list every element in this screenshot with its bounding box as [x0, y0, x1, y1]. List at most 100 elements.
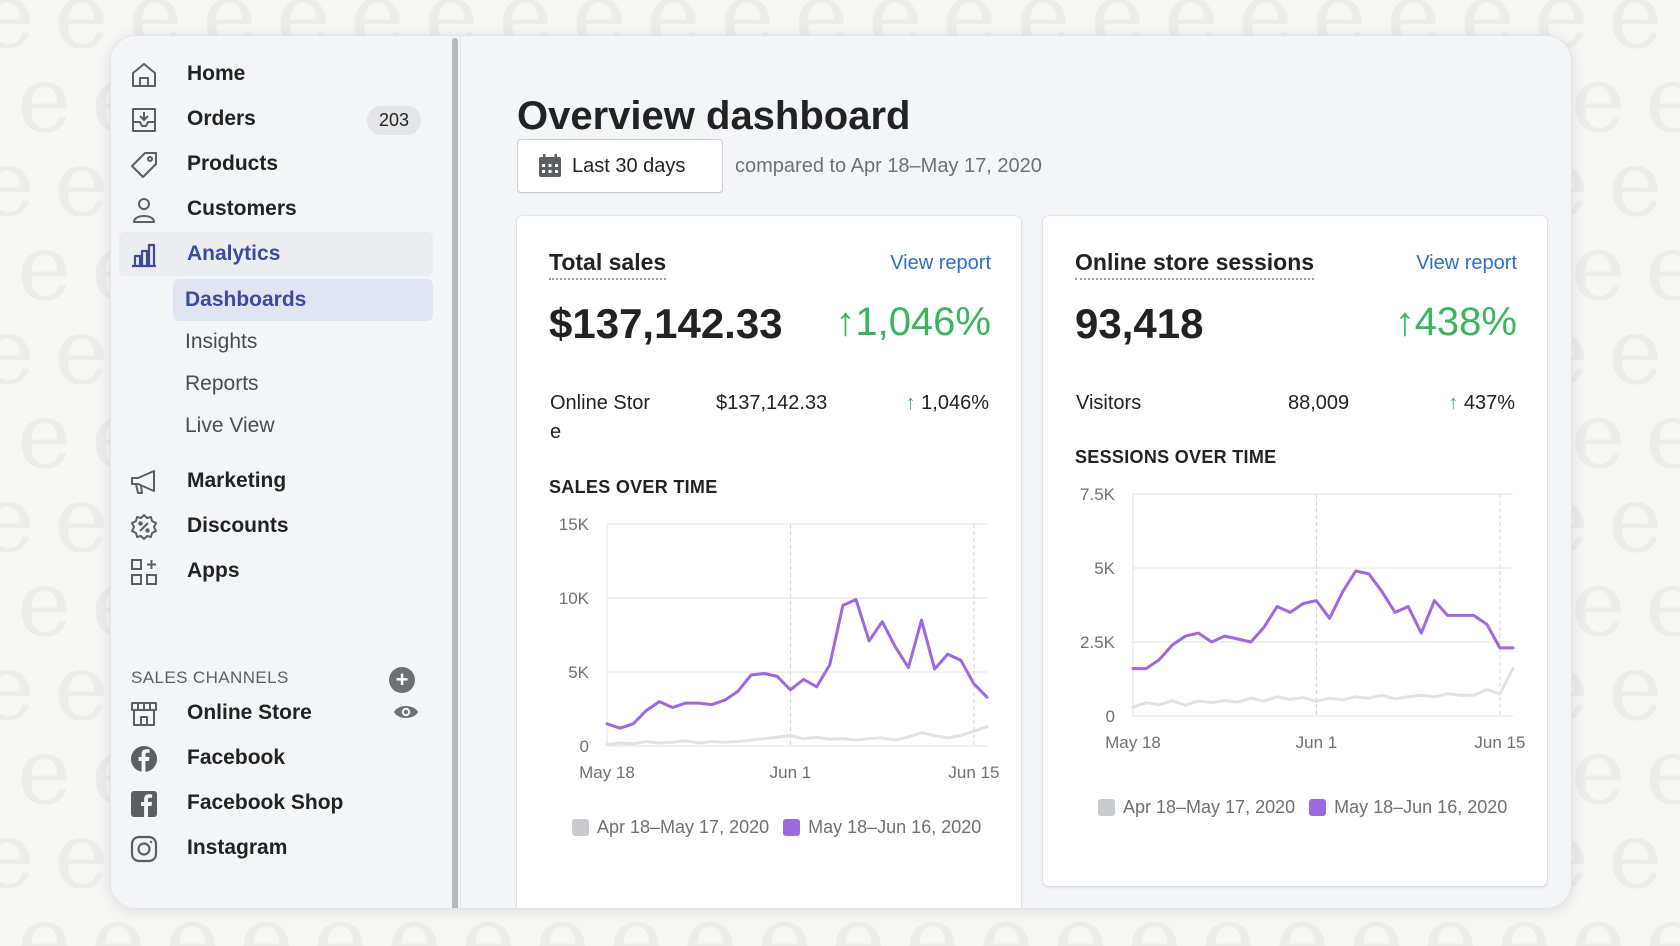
y-tick-label: 15K: [559, 515, 590, 534]
series-line-current: [605, 598, 989, 730]
total-sales-value: $137,142.33: [549, 300, 783, 347]
sidebar-item-analytics[interactable]: Analytics: [119, 232, 433, 276]
legend-label-previous: Apr 18–May 17, 2020: [597, 817, 770, 837]
up-arrow-icon: ↑: [905, 392, 916, 414]
legend-swatch-current: [1309, 799, 1327, 816]
sidebar-subitem-reports[interactable]: Reports: [185, 372, 259, 395]
series-line-previous: [605, 725, 989, 746]
instagram-icon: [129, 834, 159, 864]
sidebar-subitem-dashboards[interactable]: Dashboards: [173, 279, 433, 321]
sidebar-scrollbar[interactable]: [449, 36, 461, 908]
breakdown-change: ↑ 1,046%: [906, 392, 989, 415]
eye-icon[interactable]: [393, 701, 419, 728]
sidebar-item-home[interactable]: Home: [119, 52, 433, 96]
sessions-value: 93,418: [1075, 300, 1204, 347]
facebook-icon: [129, 744, 159, 774]
sidebar-item-label: Discounts: [187, 514, 289, 537]
app-window: Home Orders 203 Products Customers Ana: [110, 35, 1572, 909]
legend-label-previous: Apr 18–May 17, 2020: [1123, 797, 1296, 817]
series-line-previous: [1131, 667, 1515, 709]
chart-title: SALES OVER TIME: [549, 477, 718, 497]
facebook-shop-icon: [129, 789, 159, 819]
sidebar-item-orders[interactable]: Orders 203: [119, 97, 433, 141]
x-tick-label: Jun 1: [770, 763, 812, 782]
breakdown-label: e: [550, 421, 562, 443]
sidebar-item-label: Marketing: [187, 469, 287, 492]
sidebar-item-marketing[interactable]: Marketing: [119, 459, 433, 503]
x-tick-label: May 18: [579, 763, 635, 782]
breakdown-label: Visitors: [1076, 392, 1142, 414]
chart-legend: Apr 18–May 17, 2020 May 18–Jun 16, 2020: [1098, 797, 1507, 818]
x-tick-label: May 18: [1105, 733, 1161, 752]
sidebar-item-label: Analytics: [187, 242, 281, 265]
y-tick-label: 10K: [559, 589, 590, 608]
breakdown-change-value: 1,046%: [921, 392, 989, 414]
legend-swatch-current: [783, 819, 801, 836]
sidebar-subitem-live-view[interactable]: Live View: [185, 414, 275, 437]
breakdown-change-value: 437%: [1463, 392, 1515, 414]
sidebar-item-facebook-shop[interactable]: Facebook Shop: [119, 781, 433, 825]
sidebar-subitem-insights[interactable]: Insights: [185, 330, 258, 353]
y-tick-label: 0: [580, 737, 589, 756]
sidebar-item-facebook[interactable]: Facebook: [119, 736, 433, 780]
legend-swatch-previous: [572, 819, 589, 836]
up-arrow-icon: ↑: [835, 300, 856, 344]
sidebar-item-instagram[interactable]: Instagram: [119, 826, 433, 870]
add-sales-channel-button[interactable]: +: [389, 667, 415, 693]
y-tick-label: 5K: [1094, 559, 1115, 578]
card-title[interactable]: Online store sessions: [1075, 249, 1315, 280]
sidebar-item-label: Apps: [187, 559, 240, 582]
store-icon: [129, 699, 159, 729]
sessions-over-time-chart: 0 2.5K 5K 7.5K May 18 Jun 1 Jun 15: [1080, 485, 1525, 752]
sidebar-item-label: Orders: [187, 107, 256, 130]
sidebar-item-label: Instagram: [187, 836, 288, 859]
bar-chart-icon: [129, 240, 159, 270]
chart-title: SESSIONS OVER TIME: [1075, 447, 1277, 467]
orders-count-badge: 203: [366, 106, 421, 135]
chart-legend: Apr 18–May 17, 2020 May 18–Jun 16, 2020: [572, 817, 981, 838]
breakdown-label: Online Stor: [550, 392, 651, 414]
sidebar-item-label: Online Store: [187, 701, 312, 724]
megaphone-icon: [129, 467, 159, 497]
sales-over-time-chart: 0 5K 10K 15K May 18 Jun 1 Jun 15: [559, 515, 1000, 782]
date-range-button[interactable]: Last 30 days: [517, 139, 723, 193]
y-tick-label: 7.5K: [1080, 485, 1116, 504]
x-tick-label: Jun 15: [948, 763, 999, 782]
calendar-icon: [538, 154, 562, 183]
person-icon: [129, 195, 159, 225]
y-tick-label: 0: [1106, 707, 1115, 726]
view-report-link[interactable]: View report: [1416, 252, 1517, 274]
legend-label-current: May 18–Jun 16, 2020: [1334, 797, 1508, 817]
sidebar-item-discounts[interactable]: Discounts: [119, 504, 433, 548]
tag-icon: [129, 150, 159, 180]
comparison-period-text: compared to Apr 18–May 17, 2020: [735, 155, 1042, 177]
y-tick-label: 5K: [568, 663, 589, 682]
x-tick-label: Jun 1: [1296, 733, 1338, 752]
sidebar-item-apps[interactable]: Apps: [119, 549, 433, 593]
y-tick-label: 2.5K: [1080, 633, 1116, 652]
breakdown-value: 88,009: [1288, 392, 1350, 414]
total-sales-card: Total sales View report $137,142.33 ↑1,0…: [517, 216, 1021, 908]
sidebar-item-online-store[interactable]: Online Store: [119, 691, 433, 735]
legend-label-current: May 18–Jun 16, 2020: [808, 817, 982, 837]
page-title: Overview dashboard: [517, 94, 911, 138]
sidebar-item-label: Home: [187, 62, 246, 85]
card-title[interactable]: Total sales: [549, 249, 667, 280]
sidebar-item-label: Facebook Shop: [187, 791, 344, 814]
online-store-sessions-card: Online store sessions View report 93,418…: [1043, 216, 1547, 886]
change-percent: 1,046%: [855, 300, 991, 344]
plus-icon: +: [395, 667, 409, 692]
sidebar-item-label: Facebook: [187, 746, 286, 769]
up-arrow-icon: ↑: [1394, 300, 1415, 344]
up-arrow-icon: ↑: [1448, 392, 1459, 414]
change-percent: 438%: [1414, 300, 1517, 344]
view-report-link[interactable]: View report: [890, 252, 991, 274]
scrollbar-thumb[interactable]: [452, 38, 458, 908]
total-sales-change: ↑1,046%: [835, 300, 991, 345]
discount-icon: [129, 512, 159, 542]
sidebar-item-products[interactable]: Products: [119, 142, 433, 186]
legend-swatch-previous: [1098, 799, 1115, 816]
sidebar-item-customers[interactable]: Customers: [119, 187, 433, 231]
sessions-change: ↑438%: [1395, 300, 1517, 345]
sidebar-item-label: Customers: [187, 197, 297, 220]
